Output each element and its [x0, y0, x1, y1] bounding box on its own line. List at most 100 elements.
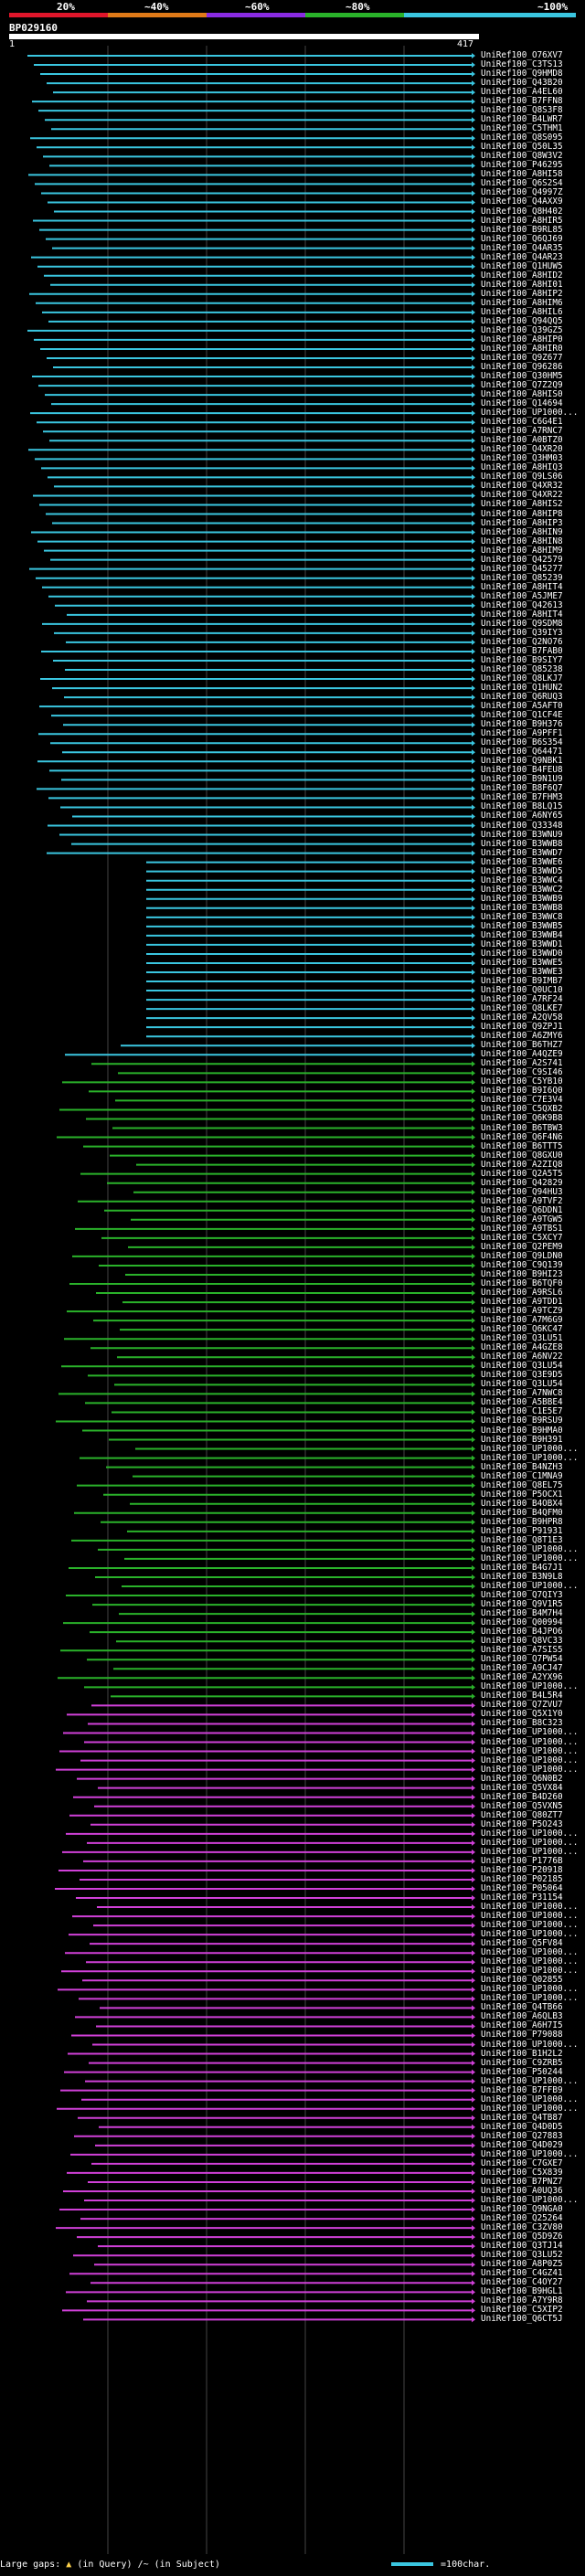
hit-label[interactable]: UniRef100_C5THM1 — [481, 123, 563, 134]
hit-label[interactable]: UniRef100_UP1000... — [481, 1745, 579, 1756]
hit-label[interactable]: UniRef100_UP1000... — [481, 1581, 579, 1591]
hit-label[interactable]: UniRef100_P31154 — [481, 1892, 563, 1903]
hit-label[interactable]: UniRef100_Q8T1E3 — [481, 1534, 563, 1545]
hit-label[interactable]: UniRef100_Q42613 — [481, 599, 563, 610]
hit-label[interactable]: UniRef100_B9IMB7 — [481, 976, 563, 987]
hit-label[interactable]: UniRef100_Q4AXX9 — [481, 196, 563, 207]
hit-label[interactable]: UniRef100_UP1000... — [481, 1846, 579, 1857]
hit-label[interactable]: UniRef100_Q5VX84 — [481, 1782, 563, 1793]
hit-label[interactable]: UniRef100_B9N1U9 — [481, 774, 563, 785]
hit-label[interactable]: UniRef100_A8HIR5 — [481, 215, 563, 226]
hit-label[interactable]: UniRef100_Q9NBK1 — [481, 756, 563, 767]
hit-label[interactable]: UniRef100_A7Y9R8 — [481, 2295, 563, 2306]
hit-label[interactable]: UniRef100_C7GXE7 — [481, 2157, 563, 2168]
hit-label[interactable]: UniRef100_Q9LDN0 — [481, 1250, 563, 1261]
hit-label[interactable]: UniRef100_UP1000... — [481, 2039, 579, 2050]
hit-label[interactable]: UniRef100_B3WWD0 — [481, 948, 563, 959]
hit-label[interactable]: UniRef100_B4NZH3 — [481, 1461, 563, 1472]
hit-label[interactable]: UniRef100_Q4TB87 — [481, 2112, 563, 2123]
hit-label[interactable]: UniRef100_B1H2L2 — [481, 2048, 563, 2059]
hit-label[interactable]: UniRef100_A9TGW5 — [481, 1214, 563, 1224]
hit-label[interactable]: UniRef100_B4D260 — [481, 1791, 563, 1802]
hit-label[interactable]: UniRef100_Q6S2S4 — [481, 178, 563, 189]
hit-label[interactable]: UniRef100_B9SIY7 — [481, 654, 563, 665]
hit-label[interactable]: UniRef100_B8C323 — [481, 1718, 563, 1729]
hit-label[interactable]: UniRef100_UP1000... — [481, 1929, 579, 1940]
hit-label[interactable]: UniRef100_A2QV58 — [481, 1012, 563, 1023]
hit-label[interactable]: UniRef100_A8P0Z5 — [481, 2259, 563, 2270]
hit-label[interactable]: UniRef100_Q85238 — [481, 664, 563, 674]
hit-label[interactable]: UniRef100_Q5VXN5 — [481, 1800, 563, 1811]
hit-label[interactable]: UniRef100_Q9SDM8 — [481, 618, 563, 629]
hit-label[interactable]: UniRef100_A7RNC7 — [481, 426, 563, 437]
hit-label[interactable]: UniRef100_Q8S095 — [481, 133, 563, 143]
hit-label[interactable]: UniRef100_A9TVF2 — [481, 1195, 563, 1206]
hit-label[interactable]: UniRef100_A5JME7 — [481, 590, 563, 601]
hit-label[interactable]: UniRef100_UP1000... — [481, 2094, 579, 2104]
hit-label[interactable]: UniRef100_UP1000... — [481, 1902, 579, 1913]
hit-label[interactable]: UniRef100_A8HIP8 — [481, 508, 563, 519]
hit-label[interactable]: UniRef100_C5X839 — [481, 2167, 563, 2178]
hit-label[interactable]: UniRef100_B3WWB8 — [481, 902, 563, 913]
hit-label[interactable]: UniRef100_B3WWB5 — [481, 920, 563, 931]
hit-label[interactable]: UniRef100_Q2PEM9 — [481, 1241, 563, 1252]
hit-label[interactable]: UniRef100_Q0UC10 — [481, 985, 563, 996]
hit-label[interactable]: UniRef100_Q6F4N6 — [481, 1131, 563, 1142]
hit-label[interactable]: UniRef100_A8HIS0 — [481, 389, 563, 400]
hit-label[interactable]: UniRef100_O76XV7 — [481, 50, 563, 60]
hit-label[interactable]: UniRef100_Q3HM03 — [481, 453, 563, 464]
hit-label[interactable]: UniRef100_Q80ZT7 — [481, 1809, 563, 1820]
hit-label[interactable]: UniRef100_A9TDD1 — [481, 1297, 563, 1308]
hit-label[interactable]: UniRef100_C9SI46 — [481, 1067, 563, 1078]
hit-label[interactable]: UniRef100_Q9V1R5 — [481, 1599, 563, 1610]
hit-label[interactable]: UniRef100_B9HGL1 — [481, 2286, 563, 2297]
hit-label[interactable]: UniRef100_Q3LU54 — [481, 1379, 563, 1390]
hit-label[interactable]: UniRef100_UP1000... — [481, 2195, 579, 2206]
hit-label[interactable]: UniRef100_Q8S3F8 — [481, 105, 563, 116]
hit-label[interactable]: UniRef100_Q64471 — [481, 747, 563, 758]
hit-label[interactable]: UniRef100_B3WNU9 — [481, 829, 563, 840]
hit-label[interactable]: UniRef100_A6ZMY6 — [481, 1031, 563, 1042]
hit-label[interactable]: UniRef100_B6S354 — [481, 737, 563, 748]
hit-label[interactable]: UniRef100_Q5FV84 — [481, 1938, 563, 1949]
hit-label[interactable]: UniRef100_UP1000... — [481, 1443, 579, 1454]
hit-label[interactable]: UniRef100_B7FFB9 — [481, 2084, 563, 2095]
hit-label[interactable]: UniRef100_A4EL60 — [481, 87, 563, 98]
hit-label[interactable]: UniRef100_A8HIN9 — [481, 526, 563, 537]
hit-label[interactable]: UniRef100_Q6N0B2 — [481, 1773, 563, 1784]
hit-label[interactable]: UniRef100_Q3TJ14 — [481, 2241, 563, 2252]
hit-label[interactable]: UniRef100_B3WWC2 — [481, 884, 563, 895]
hit-label[interactable]: UniRef100_UP1000... — [481, 1993, 579, 2004]
hit-label[interactable]: UniRef100_Q8LKE7 — [481, 1003, 563, 1014]
hit-label[interactable]: UniRef100_Q7PW54 — [481, 1654, 563, 1665]
hit-label[interactable]: UniRef100_Q94HU3 — [481, 1186, 563, 1197]
hit-label[interactable]: UniRef100_B4L5R4 — [481, 1691, 563, 1701]
hit-label[interactable]: UniRef100_A9TCZ9 — [481, 1306, 563, 1317]
hit-label[interactable]: UniRef100_UP1000... — [481, 1956, 579, 1967]
hit-label[interactable]: UniRef100_UP1000... — [481, 1754, 579, 1765]
hit-label[interactable]: UniRef100_UP1000... — [481, 1920, 579, 1931]
hit-label[interactable]: UniRef100_A2ZIQ8 — [481, 1159, 563, 1170]
hit-label[interactable]: UniRef100_Q7QIY3 — [481, 1590, 563, 1601]
hit-label[interactable]: UniRef100_Q1HUN2 — [481, 683, 563, 694]
hit-label[interactable]: UniRef100_Q30HM5 — [481, 371, 563, 382]
hit-label[interactable]: UniRef100_Q9NGA0 — [481, 2204, 563, 2215]
hit-label[interactable]: UniRef100_B6TQF0 — [481, 1278, 563, 1289]
hit-label[interactable]: UniRef100_P46295 — [481, 160, 563, 171]
hit-label[interactable]: UniRef100_C4OY27 — [481, 2277, 563, 2288]
hit-label[interactable]: UniRef100_B3N9L8 — [481, 1571, 563, 1582]
hit-label[interactable]: UniRef100_A8HIQ3 — [481, 462, 563, 473]
hit-label[interactable]: UniRef100_B3WWD5 — [481, 865, 563, 876]
hit-label[interactable]: UniRef100_C9ZRB5 — [481, 2057, 563, 2068]
hit-label[interactable]: UniRef100_Q14694 — [481, 398, 563, 409]
hit-label[interactable]: UniRef100_C1MNA9 — [481, 1470, 563, 1481]
hit-label[interactable]: UniRef100_Q00994 — [481, 1617, 563, 1628]
hit-label[interactable]: UniRef100_Q6KC47 — [481, 1324, 563, 1335]
hit-label[interactable]: UniRef100_Q9Z677 — [481, 352, 563, 363]
hit-label[interactable]: UniRef100_B4JPO6 — [481, 1627, 563, 1638]
hit-label[interactable]: UniRef100_Q45277 — [481, 563, 563, 574]
hit-label[interactable]: UniRef100_Q5D9Z6 — [481, 2231, 563, 2242]
hit-label[interactable]: UniRef100_Q8GXU0 — [481, 1150, 563, 1161]
hit-label[interactable]: UniRef100_P50244 — [481, 2066, 563, 2077]
hit-label[interactable]: UniRef100_Q25264 — [481, 2213, 563, 2224]
